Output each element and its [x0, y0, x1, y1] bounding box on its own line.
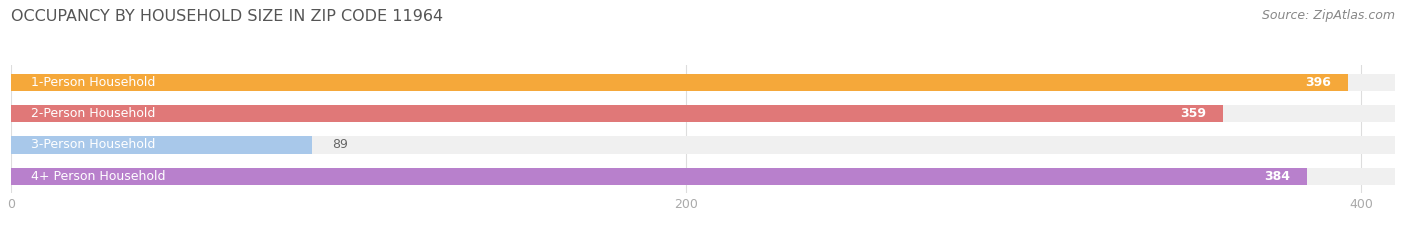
Text: 396: 396 — [1305, 76, 1330, 89]
Bar — [11, 136, 312, 154]
Text: 2-Person Household: 2-Person Household — [31, 107, 156, 120]
Text: 359: 359 — [1180, 107, 1206, 120]
Bar — [11, 168, 1395, 185]
Bar — [11, 136, 1395, 154]
Text: 1-Person Household: 1-Person Household — [31, 76, 156, 89]
Bar — [11, 105, 1395, 122]
Bar — [11, 74, 1347, 91]
Bar — [11, 168, 1308, 185]
Text: 89: 89 — [332, 138, 347, 151]
Text: OCCUPANCY BY HOUSEHOLD SIZE IN ZIP CODE 11964: OCCUPANCY BY HOUSEHOLD SIZE IN ZIP CODE … — [11, 9, 443, 24]
Bar — [11, 105, 1223, 122]
Bar — [11, 74, 1395, 91]
Text: 384: 384 — [1264, 170, 1291, 183]
Text: 3-Person Household: 3-Person Household — [31, 138, 156, 151]
Text: Source: ZipAtlas.com: Source: ZipAtlas.com — [1261, 9, 1395, 22]
Text: 4+ Person Household: 4+ Person Household — [31, 170, 166, 183]
